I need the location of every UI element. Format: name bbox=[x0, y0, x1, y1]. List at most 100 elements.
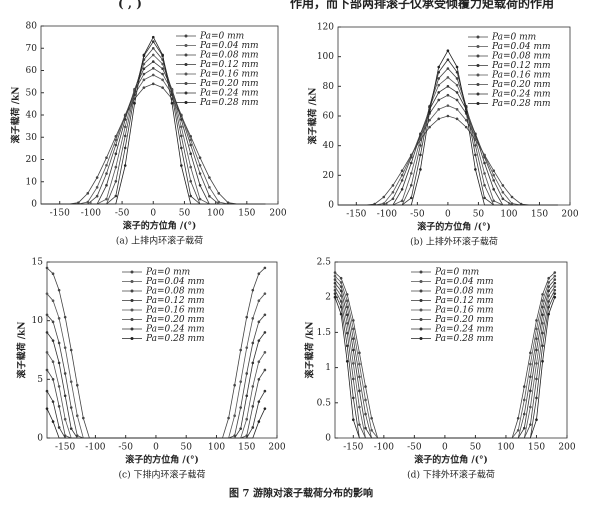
y-tick-label: 15 bbox=[32, 258, 44, 268]
point-marker bbox=[474, 144, 477, 147]
point-marker bbox=[358, 351, 361, 355]
point-marker bbox=[501, 184, 505, 187]
point-marker bbox=[339, 294, 343, 298]
point-marker bbox=[51, 400, 55, 403]
point-marker bbox=[492, 169, 495, 173]
series-line bbox=[46, 408, 266, 439]
point-marker bbox=[428, 110, 431, 114]
point-marker bbox=[339, 281, 343, 284]
legend-label: Pa=0.20 mm bbox=[491, 80, 551, 90]
point-marker bbox=[333, 295, 337, 299]
point-marker bbox=[245, 346, 249, 349]
point-marker bbox=[51, 378, 55, 381]
series-line bbox=[338, 94, 558, 206]
point-marker bbox=[51, 420, 55, 423]
point-marker bbox=[391, 184, 395, 187]
point-marker bbox=[263, 266, 267, 270]
legend-marker bbox=[130, 327, 134, 331]
point-marker bbox=[123, 125, 127, 129]
point-marker bbox=[345, 313, 349, 317]
point-marker bbox=[263, 313, 267, 317]
point-marker bbox=[339, 289, 343, 293]
legend-marker bbox=[184, 91, 188, 95]
legend-label: Pa=0.04 mm bbox=[434, 277, 494, 287]
point-marker bbox=[251, 361, 255, 365]
point-marker bbox=[553, 288, 557, 292]
x-tick-label: -100 bbox=[81, 209, 101, 219]
point-marker bbox=[419, 168, 422, 171]
point-marker bbox=[522, 398, 526, 402]
legend-label: Pa=0.20 mm bbox=[145, 315, 205, 325]
legend-marker bbox=[184, 63, 188, 66]
x-tick-label: -50 bbox=[115, 209, 130, 219]
x-tick-label: -150 bbox=[346, 210, 366, 220]
point-marker bbox=[339, 285, 343, 288]
point-marker bbox=[75, 414, 79, 418]
x-tick-label: 0 bbox=[445, 210, 451, 220]
point-marker bbox=[151, 60, 155, 63]
point-marker bbox=[529, 351, 532, 355]
point-marker bbox=[345, 293, 349, 296]
point-marker bbox=[251, 426, 255, 429]
point-marker bbox=[57, 361, 61, 365]
legend-marker bbox=[419, 337, 423, 340]
legend-marker bbox=[130, 270, 134, 274]
x-tick-label: 50 bbox=[470, 443, 482, 453]
legend-marker bbox=[130, 318, 134, 321]
point-marker bbox=[123, 164, 127, 167]
y-tick-label: 30 bbox=[26, 133, 38, 143]
series-line bbox=[46, 332, 266, 439]
legend-label: Pa=0 mm bbox=[434, 268, 479, 278]
point-marker bbox=[553, 278, 557, 281]
point-marker bbox=[358, 423, 361, 426]
legend-label: Pa=0.08 mm bbox=[199, 51, 259, 61]
point-marker bbox=[151, 73, 155, 77]
point-marker bbox=[57, 341, 61, 345]
x-tick-label: 200 bbox=[561, 210, 578, 220]
point-marker bbox=[370, 428, 373, 432]
point-marker bbox=[382, 195, 386, 199]
point-marker bbox=[123, 134, 127, 138]
point-marker bbox=[446, 93, 450, 97]
point-marker bbox=[198, 172, 202, 175]
point-marker bbox=[105, 163, 108, 167]
point-marker bbox=[446, 76, 450, 79]
legend-label: Pa=0.08 mm bbox=[491, 52, 551, 62]
point-marker bbox=[553, 281, 557, 285]
point-marker bbox=[364, 398, 367, 402]
point-marker bbox=[358, 389, 361, 393]
y-axis-label: 滚子载荷 /kN bbox=[16, 322, 28, 379]
point-marker bbox=[257, 360, 261, 364]
point-marker bbox=[198, 156, 202, 160]
point-marker bbox=[263, 351, 267, 354]
point-marker bbox=[180, 125, 183, 129]
point-marker bbox=[364, 385, 367, 388]
point-marker bbox=[170, 93, 174, 97]
x-axis-label: 滚子的方位角 /(°) bbox=[123, 220, 196, 232]
point-marker bbox=[352, 377, 355, 381]
point-marker bbox=[437, 98, 441, 102]
legend-label: Pa=0.12 mm bbox=[434, 296, 494, 306]
point-marker bbox=[492, 199, 495, 203]
point-marker bbox=[541, 321, 544, 325]
point-marker bbox=[114, 143, 118, 147]
point-marker bbox=[208, 176, 211, 179]
point-marker bbox=[239, 380, 242, 383]
point-marker bbox=[547, 305, 550, 309]
point-marker bbox=[239, 406, 242, 409]
point-marker bbox=[446, 114, 450, 118]
legend-marker bbox=[476, 54, 480, 58]
x-tick-label: -100 bbox=[85, 443, 105, 453]
point-marker bbox=[535, 319, 538, 322]
point-marker bbox=[409, 183, 413, 187]
point-marker bbox=[419, 133, 422, 136]
legend-marker bbox=[476, 64, 480, 67]
point-marker bbox=[180, 134, 183, 138]
chart-title: (b) 上排外环滚子载荷 bbox=[410, 236, 498, 248]
point-marker bbox=[105, 172, 108, 175]
y-axis-label: 滚子载荷 /kN bbox=[10, 87, 22, 144]
x-tick-label: 150 bbox=[528, 443, 545, 453]
point-marker bbox=[474, 168, 477, 171]
y-tick-label: 20 bbox=[26, 155, 38, 165]
point-marker bbox=[446, 67, 450, 70]
